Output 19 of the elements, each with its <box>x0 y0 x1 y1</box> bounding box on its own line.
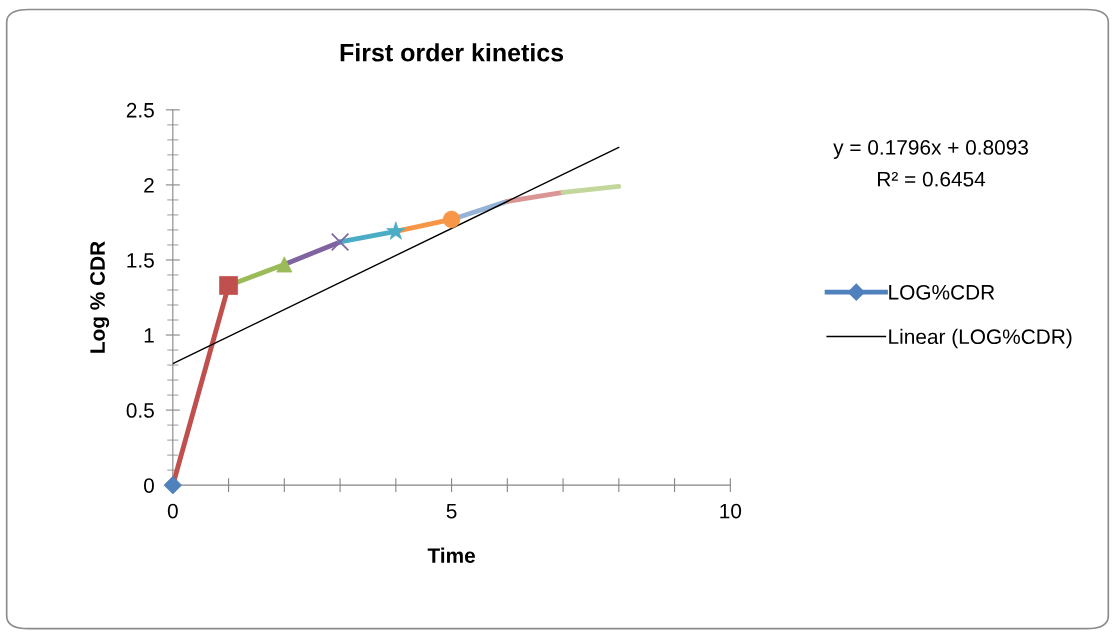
x-tick-label: 10 <box>720 503 742 519</box>
legend-label: LOG%CDR <box>889 284 995 300</box>
y-tick-label: 1.5 <box>127 253 154 268</box>
chart-title: First order kinetics <box>340 43 564 62</box>
x-axis-title: Time <box>427 547 475 563</box>
point <box>330 232 350 252</box>
legend-label: Linear (LOG%CDR) <box>889 328 1072 349</box>
y-tick-label: 2.5 <box>126 102 154 118</box>
y-tick-label: 0 <box>144 478 154 493</box>
x-tick-label: 5 <box>446 503 457 519</box>
text: y = 0.1796x + 0.8093 <box>833 140 1028 159</box>
text: R² = 0.6454 <box>878 171 986 187</box>
point <box>276 256 293 273</box>
y-tick-label: 0.5 <box>126 403 154 418</box>
y-axis-title: Log % CDR <box>90 241 110 353</box>
point <box>219 276 238 295</box>
y-tick-label: 2 <box>144 177 154 193</box>
x-tick-label: 0 <box>167 503 178 519</box>
y-tick-label: 1 <box>144 328 154 343</box>
